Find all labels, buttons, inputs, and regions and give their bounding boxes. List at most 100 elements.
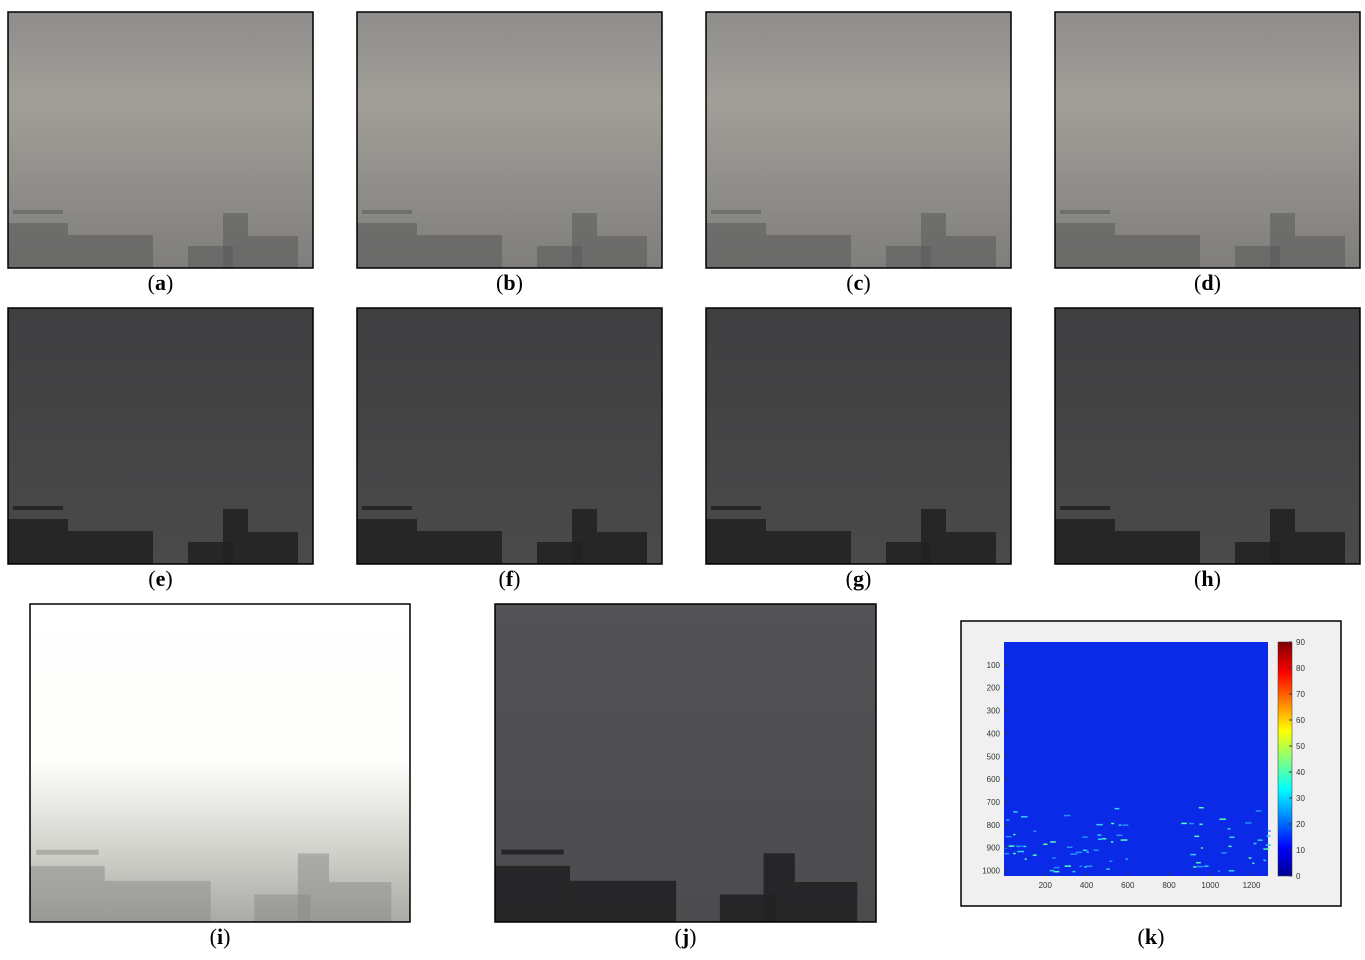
panel <box>357 308 662 564</box>
building <box>1115 235 1200 268</box>
heat-noise <box>1054 867 1060 869</box>
heat-noise <box>1199 807 1204 809</box>
y-tick-label: 100 <box>987 661 1001 670</box>
panel-label: (c) <box>846 270 870 295</box>
building <box>766 531 851 564</box>
heat-noise <box>1097 834 1101 836</box>
heat-noise <box>1076 852 1079 854</box>
building <box>572 213 597 268</box>
panel-label: (f) <box>499 566 521 591</box>
heat-noise <box>1065 865 1071 867</box>
heat-noise <box>1196 862 1201 864</box>
panel <box>1055 308 1360 564</box>
heat-noise <box>1013 853 1016 855</box>
heat-noise <box>1093 849 1098 851</box>
building <box>223 509 248 564</box>
heat-noise <box>1043 844 1047 846</box>
heat-noise <box>1052 857 1055 859</box>
building <box>248 236 298 268</box>
colorbar <box>1278 642 1292 876</box>
building <box>329 882 391 922</box>
heat-noise <box>1064 815 1070 817</box>
colorbar-tick-label: 20 <box>1296 820 1305 829</box>
panel-label: (d) <box>1194 270 1221 295</box>
panel <box>495 604 876 922</box>
x-tick-label: 1200 <box>1243 881 1261 890</box>
heat-noise <box>1256 810 1262 812</box>
panel <box>8 308 313 564</box>
building <box>223 213 248 268</box>
roof <box>362 210 412 214</box>
building <box>68 531 153 564</box>
heat-noise <box>1252 863 1254 865</box>
heat-noise <box>1263 860 1266 862</box>
panel <box>706 12 1011 268</box>
panel <box>8 12 313 268</box>
heat-noise <box>1263 848 1269 850</box>
building <box>1295 532 1345 564</box>
colorbar-tick-label: 10 <box>1296 846 1305 855</box>
building <box>706 519 766 564</box>
panel-label: (k) <box>1138 924 1165 949</box>
y-tick-label: 900 <box>987 844 1001 853</box>
roof <box>501 850 563 855</box>
panel <box>357 12 662 268</box>
heat-noise <box>1193 866 1196 868</box>
y-tick-label: 700 <box>987 798 1001 807</box>
roof <box>36 850 98 855</box>
heat-noise <box>1201 847 1203 849</box>
heat-noise <box>1197 866 1203 868</box>
building <box>357 519 417 564</box>
heat-noise <box>1080 865 1082 867</box>
building <box>417 531 502 564</box>
heat-noise <box>1109 860 1112 862</box>
roof <box>711 506 761 510</box>
heat-noise <box>1111 841 1113 843</box>
heat-noise <box>1189 823 1194 825</box>
heat-noise <box>1111 823 1114 825</box>
building <box>417 235 502 268</box>
building <box>8 223 68 268</box>
heat-noise <box>1267 835 1271 837</box>
colorbar-tick-label: 30 <box>1296 794 1305 803</box>
heat-noise <box>1266 844 1271 846</box>
heat-noise <box>1023 846 1026 848</box>
panel-label: (g) <box>846 566 872 591</box>
building <box>597 532 647 564</box>
heat-noise <box>1033 854 1037 856</box>
heat-noise <box>1245 822 1252 824</box>
y-tick-label: 1000 <box>982 867 1000 876</box>
heat-noise <box>1221 852 1226 854</box>
panel-label: (i) <box>210 924 231 949</box>
roof <box>1060 210 1110 214</box>
heat-noise <box>1204 865 1208 867</box>
heat-noise <box>1096 824 1102 826</box>
building <box>706 223 766 268</box>
building <box>572 509 597 564</box>
panel-label: (j) <box>675 924 697 949</box>
panel-label: (a) <box>148 270 174 295</box>
heat-noise <box>1013 834 1015 836</box>
y-tick-label: 300 <box>987 707 1001 716</box>
x-tick-label: 200 <box>1039 881 1053 890</box>
heat-noise <box>1267 830 1270 832</box>
heat-noise <box>1194 836 1199 838</box>
building <box>8 519 68 564</box>
heat-noise <box>1123 824 1129 826</box>
heat-noise <box>1021 816 1027 818</box>
roof <box>1060 506 1110 510</box>
colorbar-tick-label: 90 <box>1296 638 1305 647</box>
heat-noise <box>1114 808 1119 810</box>
heat-noise <box>1228 846 1231 848</box>
heat-noise <box>1249 857 1252 859</box>
colorbar-tick-label: 60 <box>1296 716 1305 725</box>
roof <box>711 210 761 214</box>
heat-noise <box>1084 866 1086 868</box>
heat-noise <box>1106 868 1110 870</box>
building <box>570 881 676 922</box>
building <box>357 223 417 268</box>
colorbar-tick-label: 80 <box>1296 664 1305 673</box>
building <box>946 236 996 268</box>
building <box>921 213 946 268</box>
building <box>248 532 298 564</box>
